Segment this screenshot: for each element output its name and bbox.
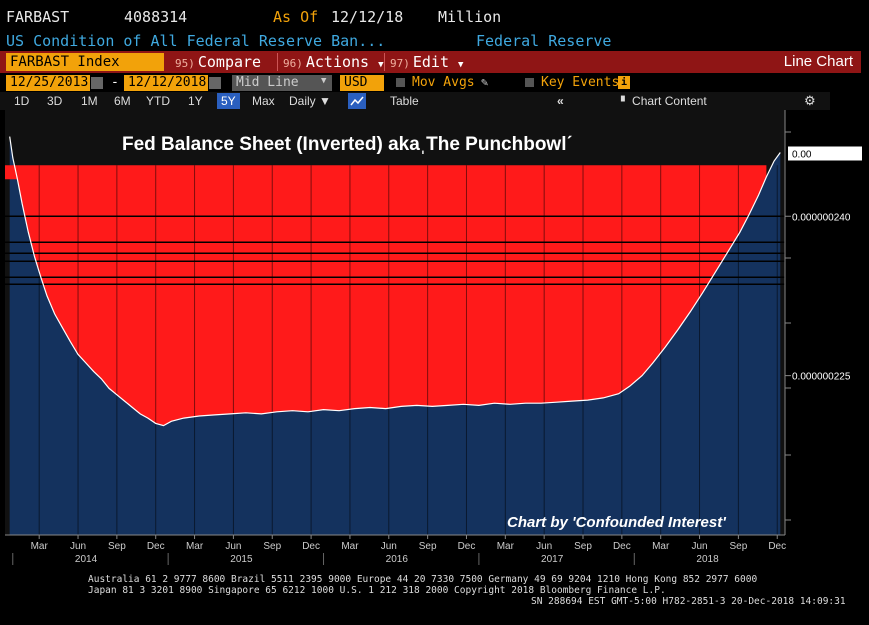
edit-label: Edit — [412, 53, 449, 71]
compare-button[interactable]: 95) Compare — [175, 51, 261, 73]
x-tick-label: Dec — [768, 541, 786, 552]
start-date-field[interactable]: 12/25/2013 — [6, 75, 90, 91]
last-value-box — [788, 146, 862, 161]
end-date-field[interactable]: 12/12/2018 — [124, 75, 208, 91]
chart-content-label: Chart Content — [632, 94, 707, 108]
calendar-icon[interactable] — [209, 77, 221, 89]
x-tick-label: Sep — [419, 541, 437, 552]
punchbowl-edge — [5, 165, 18, 180]
info-icon[interactable]: i — [618, 76, 630, 89]
key-events-checkbox[interactable] — [525, 78, 534, 87]
chevron-down-icon: ▼ — [319, 94, 331, 108]
punchbowl-fill — [17, 165, 767, 426]
calendar-icon[interactable] — [91, 77, 103, 89]
chart-watermark: Chart by 'Confounded Interest' — [507, 514, 726, 531]
chart-content-icon: ▘ — [621, 97, 629, 108]
price-type-select[interactable]: Mid Line — [232, 75, 332, 91]
actions-button[interactable]: 96) Actions ▼ — [283, 51, 384, 73]
x-tick-label: Dec — [458, 541, 476, 552]
actions-label: Actions — [305, 53, 370, 71]
x-tick-label: Jun — [536, 541, 552, 552]
period-5y[interactable]: 5Y — [217, 93, 240, 109]
period-ytd[interactable]: YTD — [146, 94, 170, 108]
x-year-label: 2016 — [386, 554, 409, 565]
x-tick-label: Dec — [613, 541, 631, 552]
key-events-label: Key Events — [541, 75, 620, 90]
period-3d[interactable]: 3D — [47, 94, 63, 108]
actions-number: 96) — [283, 57, 303, 70]
units-label: Million — [438, 8, 502, 26]
last-value: 4088314 — [124, 8, 188, 26]
period-max[interactable]: Max — [252, 94, 275, 108]
as-of-date: 12/12/18 — [331, 8, 404, 26]
table-button[interactable]: Table — [390, 94, 419, 108]
footer-copyright: Japan 81 3 3201 8900 Singapore 65 6212 1… — [88, 585, 666, 596]
x-tick-label: Dec — [302, 541, 320, 552]
chart-title: Fed Balance Sheet (Inverted) akaˌThe Pun… — [122, 134, 573, 155]
collapse-icon[interactable]: « — [557, 94, 564, 108]
chevron-down-icon: ▼ — [378, 60, 384, 70]
chart-type-label: Line Chart — [783, 53, 853, 70]
x-tick-label: Jun — [691, 541, 707, 552]
chart-content-button[interactable]: ▘ Chart Content — [621, 93, 707, 109]
x-year-label: 2018 — [696, 554, 719, 565]
as-of-label: As Of — [273, 8, 319, 26]
footer-session: SN 288694 EST GMT-5:00 H782-2851-3 20-De… — [531, 596, 846, 607]
ticker-symbol: FARBAST — [6, 8, 70, 26]
x-year-label: 2014 — [75, 554, 98, 565]
date-range-separator: - — [111, 75, 119, 90]
x-tick-label: Mar — [341, 541, 359, 552]
period-1y[interactable]: 1Y — [188, 94, 203, 108]
x-tick-label: Sep — [108, 541, 126, 552]
x-tick-label: Sep — [574, 541, 592, 552]
chevron-down-icon: ▼ — [458, 60, 464, 70]
compare-label: Compare — [197, 53, 262, 71]
series-source: Federal Reserve — [476, 32, 612, 50]
footer-contacts: Australia 61 2 9777 8600 Brazil 5511 239… — [88, 574, 758, 585]
compare-number: 95) — [175, 57, 195, 70]
period-1d[interactable]: 1D — [14, 94, 30, 108]
edit-button[interactable]: 97) Edit ▼ — [390, 51, 463, 73]
mov-avgs-checkbox[interactable] — [396, 78, 405, 87]
edit-number: 97) — [390, 57, 410, 70]
settings-icon[interactable]: ⚙ — [804, 93, 816, 108]
x-year-label: 2017 — [541, 554, 564, 565]
x-tick-label: Mar — [497, 541, 515, 552]
currency-select[interactable]: USD — [340, 75, 384, 91]
x-year-label: 2015 — [230, 554, 253, 565]
last-value-label: 0.00 — [792, 150, 812, 161]
pencil-icon[interactable]: ✎ — [481, 75, 489, 89]
frequency-select[interactable]: Daily ▼ — [289, 93, 331, 109]
x-tick-label: Mar — [31, 541, 49, 552]
x-tick-label: Sep — [729, 541, 747, 552]
line-chart[interactable]: Fed Balance Sheet (Inverted) akaˌThe Pun… — [0, 110, 869, 572]
x-tick-label: Jun — [225, 541, 241, 552]
x-tick-label: Dec — [147, 541, 165, 552]
y-tick-label: 0.000000225 — [792, 372, 851, 383]
function-toolbar — [0, 51, 861, 73]
mov-avgs-label: Mov Avgs — [412, 75, 475, 90]
x-tick-label: Mar — [186, 541, 204, 552]
security-field[interactable]: FARBAST Index — [6, 53, 164, 71]
x-tick-label: Mar — [652, 541, 670, 552]
toolbar-divider — [277, 53, 278, 71]
x-tick-label: Jun — [381, 541, 397, 552]
chevron-down-icon: ▼ — [321, 76, 327, 86]
series-area — [9, 136, 781, 535]
period-1m[interactable]: 1M — [81, 94, 98, 108]
series-description: US Condition of All Federal Reserve Ban.… — [6, 32, 386, 50]
line-chart-icon[interactable] — [348, 93, 366, 109]
x-tick-label: Sep — [263, 541, 281, 552]
y-tick-label: 0.000000240 — [792, 212, 851, 223]
period-6m[interactable]: 6M — [114, 94, 131, 108]
toolbar-divider — [384, 53, 385, 71]
frequency-label: Daily — [289, 94, 316, 108]
series-line — [9, 136, 781, 427]
x-tick-label: Jun — [70, 541, 86, 552]
period-bar — [0, 92, 830, 110]
